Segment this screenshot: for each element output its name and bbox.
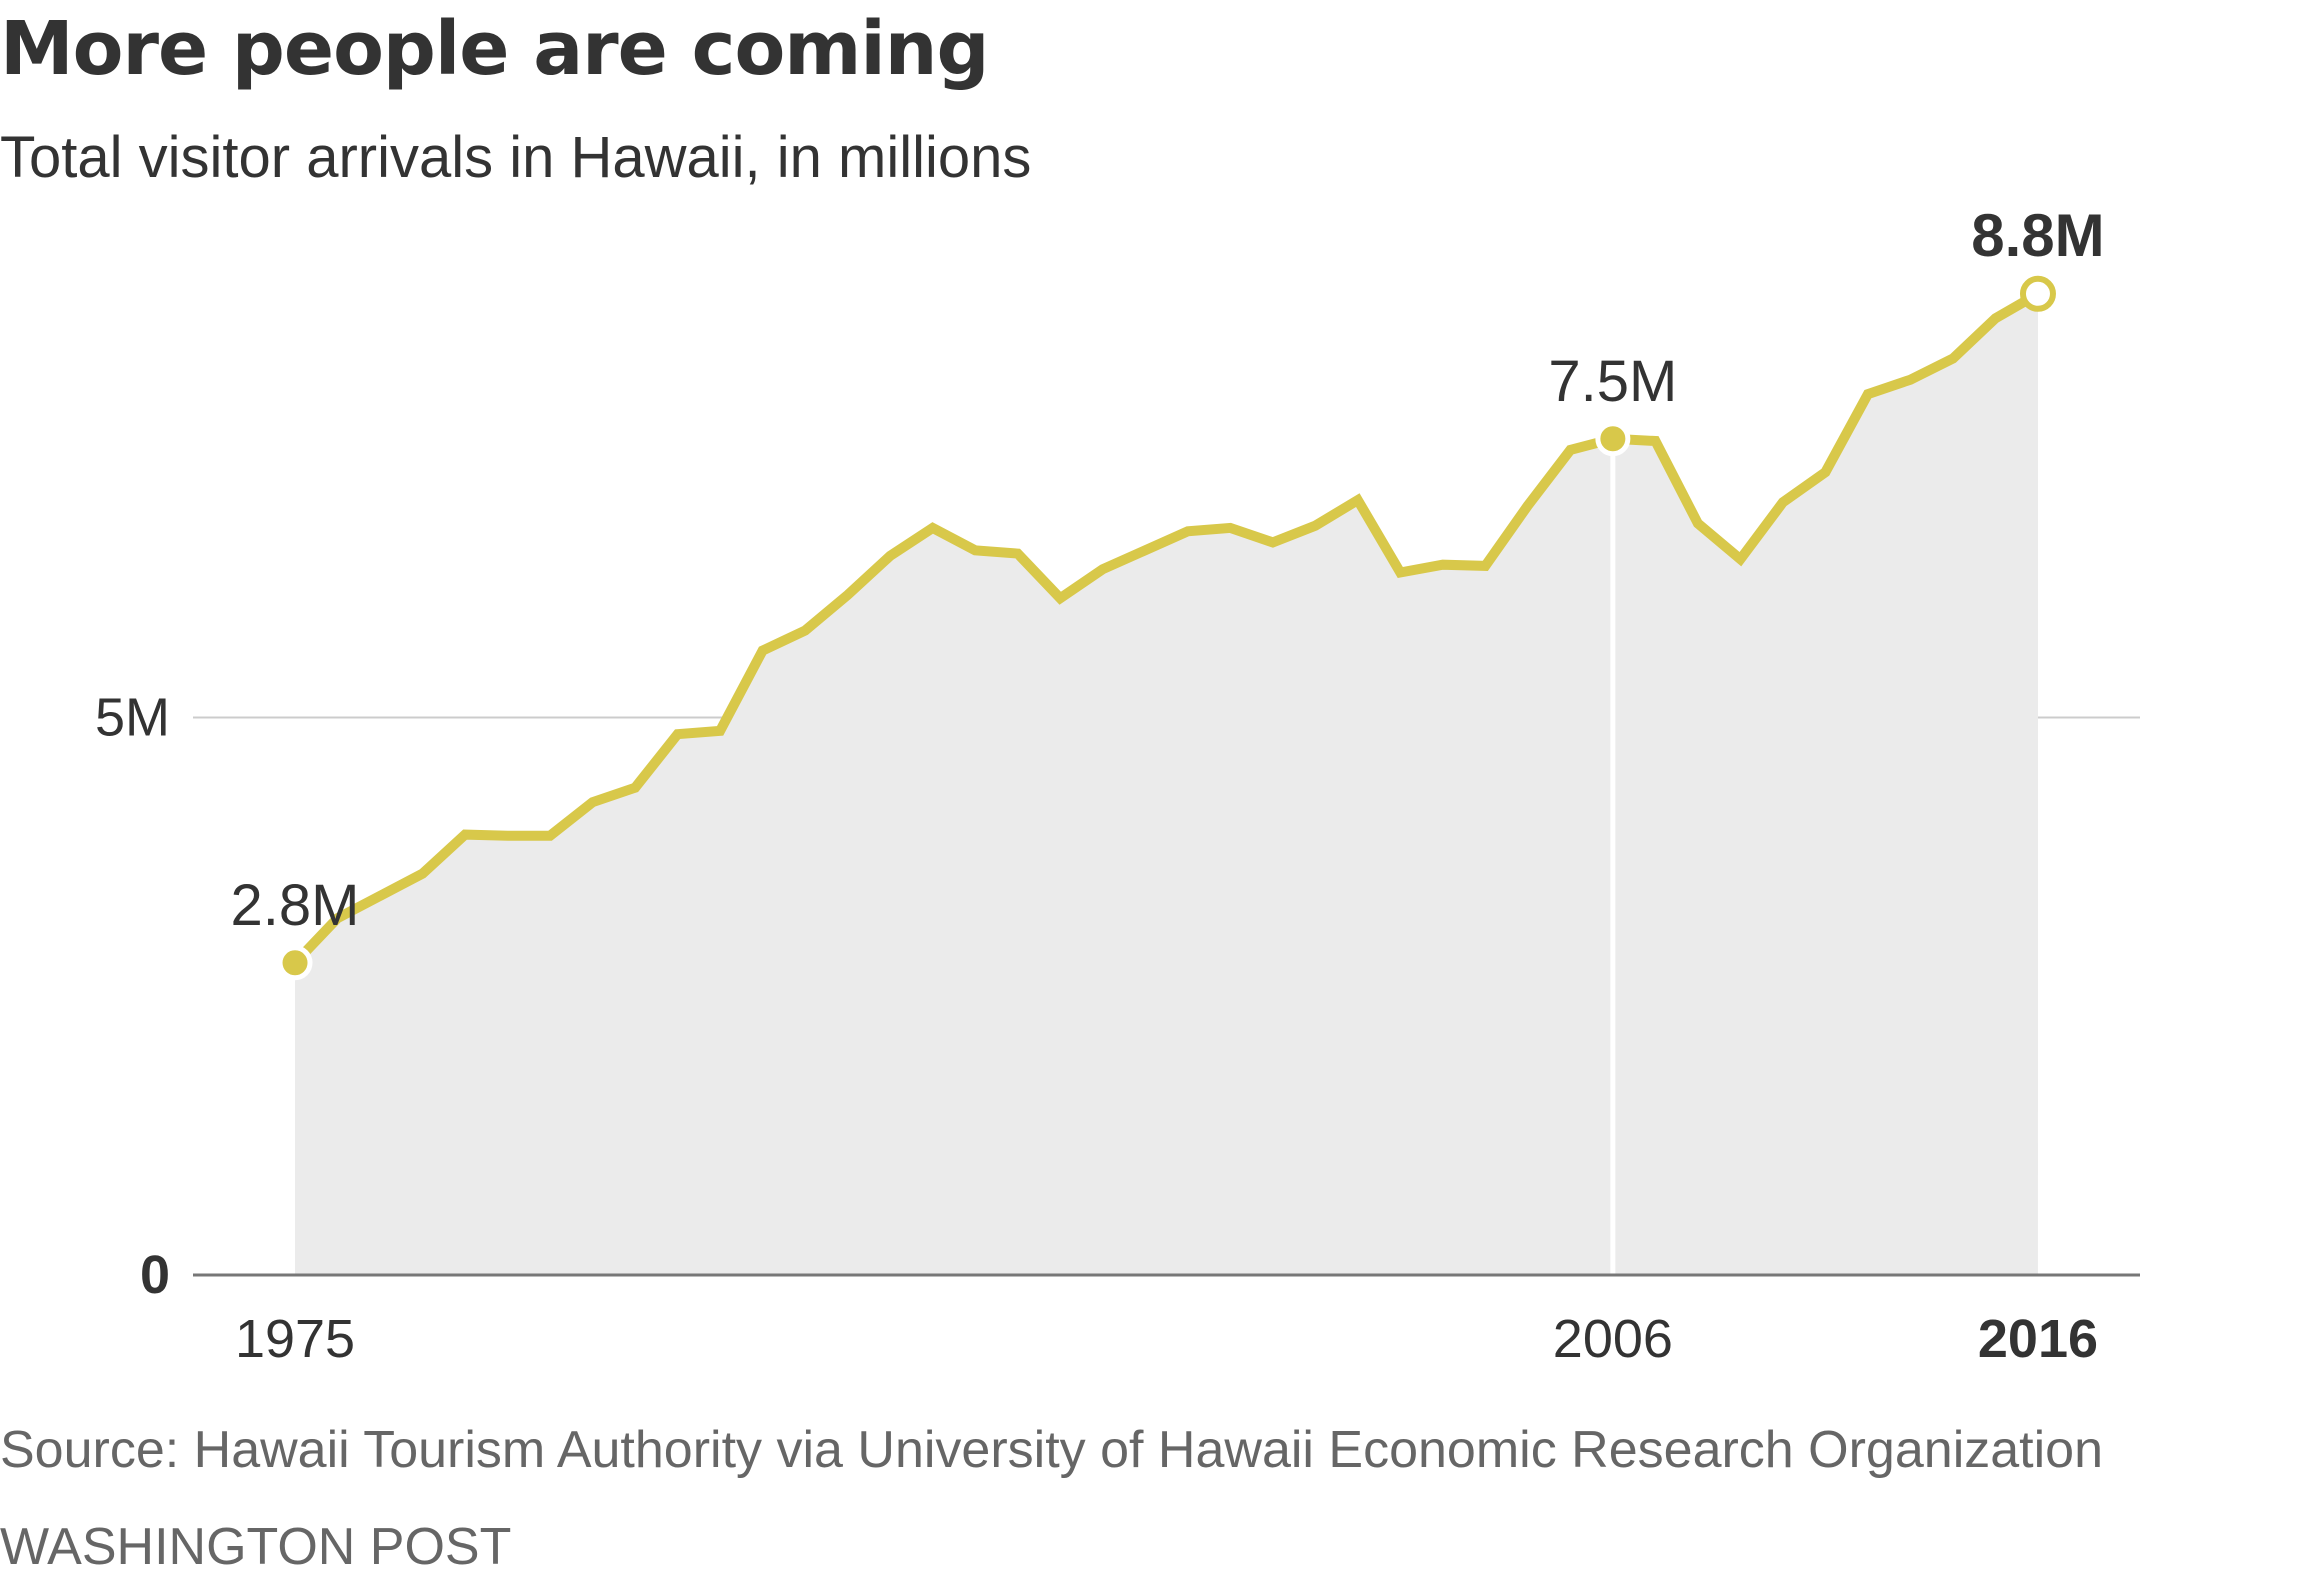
chart-area xyxy=(295,293,2038,1275)
chart-labels: 5M 0 1975 2006 2016 2.8M 7.5M 8.8M xyxy=(95,202,2105,1369)
highlight-point xyxy=(2019,275,2056,312)
area-fill xyxy=(295,293,2038,1275)
y-tick-label: 0 xyxy=(140,1245,170,1305)
y-tick-label: 5M xyxy=(95,688,170,748)
chart-subtitle: Total visitor arrivals in Hawaii, in mil… xyxy=(0,125,1032,190)
chart-title: More people are coming xyxy=(0,6,989,92)
x-tick-label: 2016 xyxy=(1978,1309,2098,1369)
chart-line xyxy=(291,289,2041,967)
x-tick-label: 2006 xyxy=(1553,1309,1673,1369)
highlight-value-label: 8.8M xyxy=(1971,202,2104,269)
highlight-markers xyxy=(277,275,2056,981)
credit-line: WASHINGTON POST xyxy=(0,1518,512,1576)
highlight-point xyxy=(277,945,313,981)
x-tick-label: 1975 xyxy=(235,1309,355,1369)
source-note: Source: Hawaii Tourism Authority via Uni… xyxy=(0,1421,2104,1479)
series-line xyxy=(291,289,2041,967)
highlight-value-label: 7.5M xyxy=(1548,349,1677,414)
highlight-point xyxy=(1595,421,1631,457)
highlight-value-label: 2.8M xyxy=(231,873,360,938)
